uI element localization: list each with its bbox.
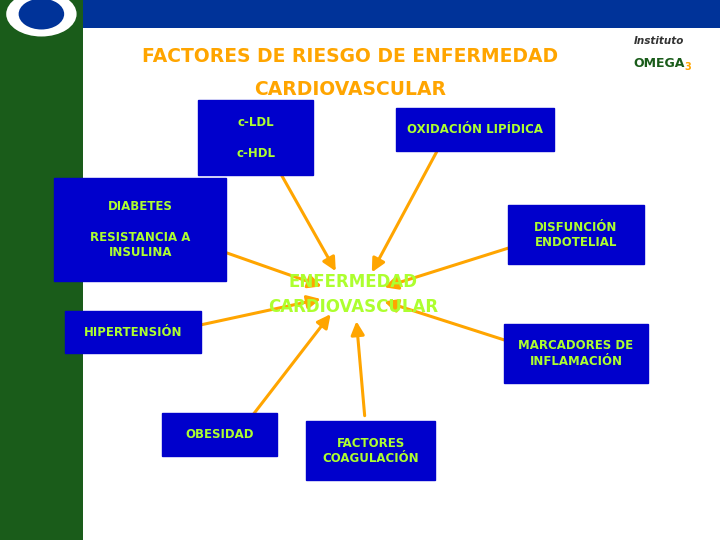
Text: OBESIDAD: OBESIDAD	[185, 428, 254, 441]
FancyBboxPatch shape	[162, 414, 276, 456]
Bar	[0, 0, 83, 540]
Text: MARCADORES DE
INFLAMACIÓN: MARCADORES DE INFLAMACIÓN	[518, 340, 634, 368]
FancyBboxPatch shape	[396, 108, 554, 151]
Text: HIPERTENSIÓN: HIPERTENSIÓN	[84, 326, 182, 339]
FancyBboxPatch shape	[55, 178, 226, 281]
Text: Instituto: Instituto	[634, 36, 684, 46]
Ellipse shape	[6, 0, 76, 37]
FancyBboxPatch shape	[504, 324, 648, 383]
Text: CARDIOVASCULAR: CARDIOVASCULAR	[254, 79, 446, 99]
Text: DIABETES

RESISTANCIA A
INSULINA: DIABETES RESISTANCIA A INSULINA	[90, 200, 191, 259]
FancyBboxPatch shape	[307, 421, 435, 481]
Text: OXIDACIÓN LIPÍDICA: OXIDACIÓN LIPÍDICA	[408, 123, 543, 136]
Ellipse shape	[19, 0, 64, 30]
FancyBboxPatch shape	[198, 100, 312, 175]
Text: ENFERMEDAD
CARDIOVASCULAR: ENFERMEDAD CARDIOVASCULAR	[268, 273, 438, 316]
FancyBboxPatch shape	[508, 206, 644, 265]
Text: DISFUNCIÓN
ENDOTELIAL: DISFUNCIÓN ENDOTELIAL	[534, 221, 618, 249]
FancyBboxPatch shape	[65, 310, 201, 353]
Text: c-LDL

c-HDL: c-LDL c-HDL	[236, 116, 275, 160]
Bar	[83, 0, 720, 28]
Text: 3: 3	[684, 62, 691, 72]
Text: OMEGA: OMEGA	[633, 57, 685, 70]
Text: FACTORES
COAGULACIÓN: FACTORES COAGULACIÓN	[323, 437, 419, 465]
Text: FACTORES DE RIESGO DE ENFERMEDAD: FACTORES DE RIESGO DE ENFERMEDAD	[143, 47, 559, 66]
